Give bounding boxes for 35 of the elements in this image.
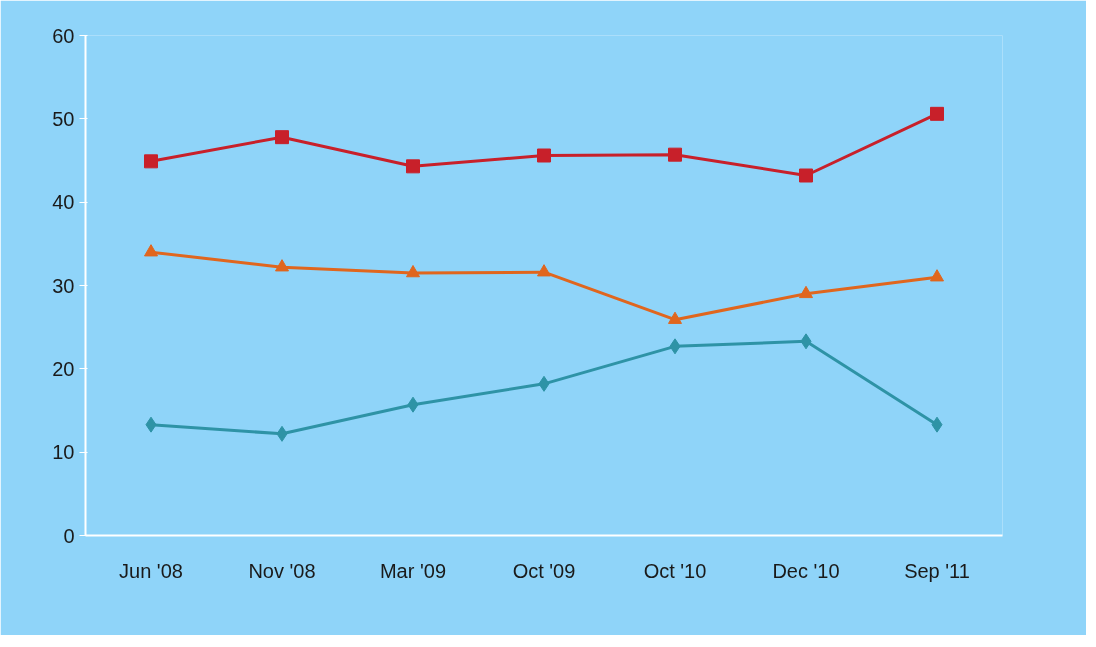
point	[799, 285, 813, 299]
point	[799, 168, 813, 183]
x-tick-label: Oct '10	[643, 559, 707, 582]
point	[145, 416, 157, 433]
point	[276, 425, 288, 442]
y-tick-label: 30	[52, 274, 75, 297]
point	[537, 148, 551, 163]
y-tick-label: 60	[52, 24, 75, 47]
point	[275, 130, 289, 145]
y-tick-label: 40	[52, 191, 75, 214]
point	[537, 264, 551, 277]
point	[538, 375, 550, 392]
point	[406, 159, 420, 174]
x-tick-label: Dec '10	[772, 559, 840, 582]
point	[930, 106, 944, 121]
y-tick-label: 20	[52, 357, 75, 380]
point	[275, 259, 289, 272]
point	[407, 396, 419, 413]
point	[931, 416, 943, 433]
x-tick-label: Jun '08	[119, 559, 183, 582]
x-tick-label: Oct '09	[512, 559, 576, 582]
point	[930, 269, 944, 282]
y-tick-label: 10	[52, 441, 75, 464]
x-tick-label: Sep '11	[904, 559, 970, 582]
point	[669, 338, 681, 355]
point	[144, 154, 158, 169]
point	[668, 311, 682, 324]
point	[406, 264, 420, 278]
x-tick-label: Mar '09	[379, 559, 447, 582]
x-tick-label: Nov '08	[248, 559, 316, 582]
point	[800, 333, 812, 350]
point	[144, 244, 158, 257]
y-tick-label: 50	[52, 107, 75, 130]
y-tick-label: 0	[63, 524, 75, 547]
point	[668, 147, 682, 162]
